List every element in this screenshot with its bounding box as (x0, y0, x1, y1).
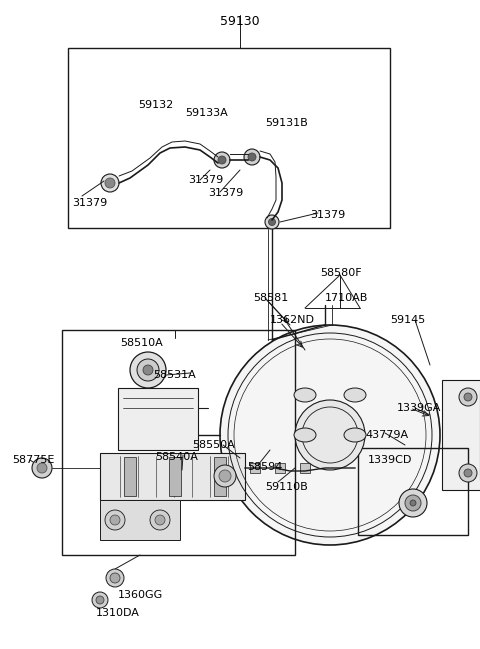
Circle shape (459, 464, 477, 482)
Circle shape (399, 489, 427, 517)
Bar (124, 457, 136, 496)
Bar (358, 448, 468, 535)
Circle shape (218, 156, 226, 164)
Circle shape (155, 515, 165, 525)
Bar (275, 463, 285, 473)
Circle shape (106, 569, 124, 587)
Text: 1710AB: 1710AB (325, 293, 368, 303)
Circle shape (37, 463, 47, 473)
Circle shape (244, 149, 260, 165)
Circle shape (459, 388, 477, 406)
Ellipse shape (294, 388, 316, 402)
Bar (300, 463, 310, 473)
Circle shape (110, 573, 120, 583)
Bar (442, 380, 480, 490)
Bar (214, 457, 226, 496)
Circle shape (265, 215, 279, 229)
Text: 58550A: 58550A (192, 440, 235, 450)
Circle shape (130, 352, 166, 388)
Text: 59130: 59130 (220, 15, 260, 28)
Text: 59132: 59132 (138, 100, 173, 110)
Bar (169, 457, 181, 496)
Bar (62, 330, 295, 555)
Text: 58531A: 58531A (153, 370, 196, 380)
Text: 1362ND: 1362ND (270, 315, 315, 325)
Bar (68, 48, 390, 228)
Circle shape (464, 393, 472, 401)
Text: 1339GA: 1339GA (397, 403, 442, 413)
Text: 58540A: 58540A (155, 452, 198, 462)
Bar (100, 453, 245, 500)
Text: 59145: 59145 (390, 315, 425, 325)
Circle shape (105, 510, 125, 530)
Circle shape (137, 359, 159, 381)
Text: 59131B: 59131B (265, 118, 308, 128)
Bar (100, 500, 180, 540)
Circle shape (214, 465, 236, 487)
Circle shape (32, 458, 52, 478)
Ellipse shape (344, 428, 366, 442)
Ellipse shape (294, 428, 316, 442)
Circle shape (464, 469, 472, 477)
Text: 58580F: 58580F (320, 268, 361, 278)
Circle shape (410, 500, 416, 506)
Circle shape (143, 365, 153, 375)
Circle shape (96, 596, 104, 604)
Circle shape (214, 152, 230, 168)
Text: 31379: 31379 (310, 210, 345, 220)
Bar (250, 463, 260, 473)
Circle shape (220, 325, 440, 545)
Text: 58775E: 58775E (12, 455, 54, 465)
Circle shape (219, 470, 231, 482)
Text: 1339CD: 1339CD (368, 455, 412, 465)
Text: 58510A: 58510A (120, 338, 163, 348)
Circle shape (150, 510, 170, 530)
Text: 58581: 58581 (253, 293, 288, 303)
Ellipse shape (344, 388, 366, 402)
Text: 59133A: 59133A (185, 108, 228, 118)
Text: 31379: 31379 (208, 188, 243, 198)
Circle shape (105, 178, 115, 188)
Text: 31379: 31379 (188, 175, 223, 185)
Text: 58594: 58594 (247, 462, 282, 472)
Circle shape (110, 515, 120, 525)
Circle shape (101, 174, 119, 192)
Circle shape (92, 592, 108, 608)
Text: 31379: 31379 (72, 198, 107, 208)
Circle shape (268, 219, 276, 225)
Text: 1360GG: 1360GG (118, 590, 163, 600)
Circle shape (405, 495, 421, 511)
Circle shape (248, 153, 256, 161)
Bar (118, 388, 198, 450)
Circle shape (295, 400, 365, 470)
Text: 43779A: 43779A (365, 430, 408, 440)
Text: 1310DA: 1310DA (96, 608, 140, 618)
Text: 59110B: 59110B (265, 482, 308, 492)
